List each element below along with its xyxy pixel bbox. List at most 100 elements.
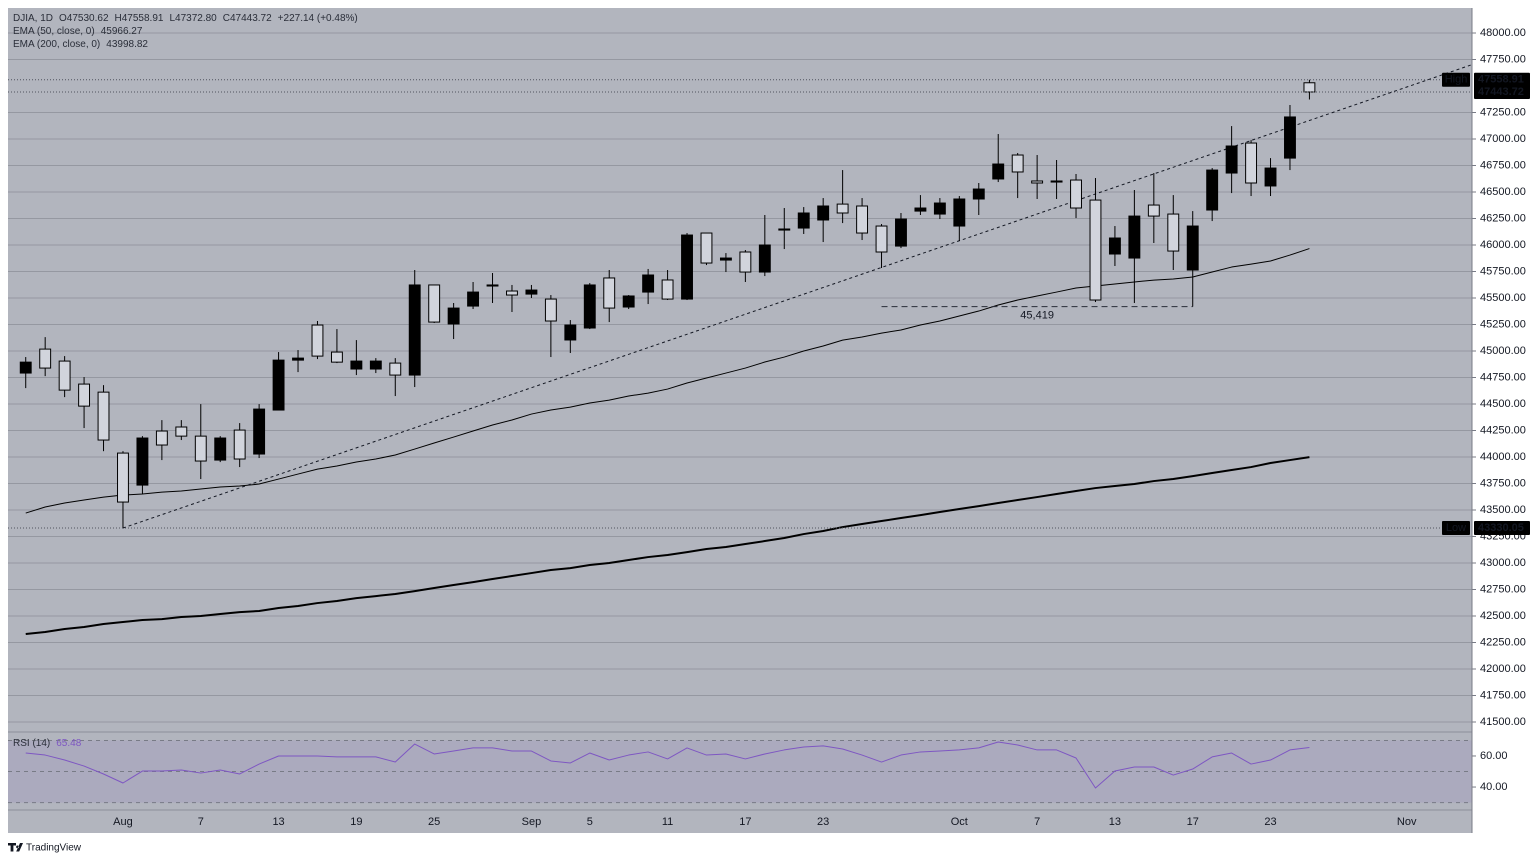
y-tick-label: 48000.00 xyxy=(1480,27,1526,39)
ohlc-value: H47558.91 xyxy=(114,13,164,24)
legend-line: DJIA, 1D O47530.62 H47558.91 L47372.80 C4744… xyxy=(13,12,364,25)
candle-body xyxy=(155,430,168,446)
price-marker-tag xyxy=(1442,521,1470,536)
y-tick-label: 43500.00 xyxy=(1480,504,1526,516)
support-label: 45,419 xyxy=(1020,309,1054,321)
candle-body xyxy=(1128,215,1141,259)
legend-line: EMA (200, close, 0) 43998.82 xyxy=(13,38,154,51)
price-marker-tag xyxy=(1442,72,1470,87)
candle-body xyxy=(175,426,188,437)
candle-body xyxy=(739,251,752,273)
ema-line xyxy=(25,456,1310,636)
x-tick-label: 13 xyxy=(272,816,284,828)
rsi-line xyxy=(25,741,1310,789)
y-tick-label: 42250.00 xyxy=(1480,636,1526,648)
y-tick-label: 42500.00 xyxy=(1480,610,1526,622)
candle-body xyxy=(350,360,363,370)
x-tick-label: 13 xyxy=(1109,816,1121,828)
ohlc-value: +227.14 (+0.48%) xyxy=(277,13,358,24)
y-tick-label: 43750.00 xyxy=(1480,477,1526,489)
x-tick-label: 23 xyxy=(817,816,829,828)
candle-body xyxy=(78,383,91,407)
candle-body xyxy=(253,408,266,455)
candle-body xyxy=(97,391,110,441)
candle-body xyxy=(1303,82,1316,93)
candle-body xyxy=(272,359,285,411)
candle-body xyxy=(933,202,946,215)
y-tick-label: 47000.00 xyxy=(1480,133,1526,145)
candle-body xyxy=(564,324,577,341)
x-tick-label: 17 xyxy=(1187,816,1199,828)
candle-body xyxy=(642,274,655,293)
x-tick-label: Sep xyxy=(522,816,542,828)
candle-body xyxy=(19,361,32,374)
candle-body xyxy=(622,295,635,308)
candle-body xyxy=(797,212,810,229)
candle-body xyxy=(1167,213,1180,252)
candle-body xyxy=(719,257,732,261)
y-tick-label: 46500.00 xyxy=(1480,186,1526,198)
legend-name: EMA (200, close, 0) xyxy=(13,39,101,50)
candle-body xyxy=(1050,180,1063,183)
y-tick-label: 44750.00 xyxy=(1480,371,1526,383)
candle-body xyxy=(700,232,713,264)
x-tick-label: 25 xyxy=(428,816,440,828)
candle-body xyxy=(428,284,441,323)
axis-layer: 48000.00 47750.00 47250.00 47000.00 46750.00… xyxy=(113,8,1530,833)
candle-body xyxy=(447,307,460,325)
candle-body xyxy=(1264,167,1277,187)
chart-pane xyxy=(8,8,1472,833)
candle-body xyxy=(1245,142,1258,184)
legend-name: RSI (14) xyxy=(13,738,51,749)
legend-name: EMA (50, close, 0) xyxy=(13,26,95,37)
y-tick-label: 46250.00 xyxy=(1480,212,1526,224)
x-tick-label: Oct xyxy=(951,816,968,828)
grid-layer xyxy=(8,32,1472,811)
candle-body xyxy=(214,437,227,461)
price-marker-label: 47558.91 xyxy=(1478,74,1524,86)
price-marker-box xyxy=(1474,84,1530,99)
y-tick-label: 45250.00 xyxy=(1480,318,1526,330)
symbol-label: DJIA, 1D xyxy=(13,13,54,24)
candle-body xyxy=(1206,169,1219,211)
candle-body xyxy=(583,284,596,329)
candle-body xyxy=(661,279,674,300)
candle-body xyxy=(972,188,985,200)
y-tick-label: 47750.00 xyxy=(1480,53,1526,65)
candle-body xyxy=(1070,179,1082,209)
y-tick-label: 45500.00 xyxy=(1480,292,1526,304)
x-tick-label: 5 xyxy=(587,816,593,828)
price-marker-label: 47443.72 xyxy=(1478,86,1524,98)
candle-body xyxy=(1011,154,1024,173)
candle-body xyxy=(914,207,927,212)
candle-body xyxy=(1284,116,1296,159)
candle-body xyxy=(1147,204,1160,217)
price-marker-box xyxy=(1474,72,1530,87)
y-tick-label: 44500.00 xyxy=(1480,398,1526,410)
candle-body xyxy=(681,234,693,300)
candle-body xyxy=(1186,225,1199,271)
y-tick-label: 45750.00 xyxy=(1480,265,1526,277)
candle-body xyxy=(58,360,71,391)
candle-body xyxy=(992,163,1005,180)
candle-body xyxy=(330,351,343,363)
candle-body xyxy=(758,244,771,273)
x-tick-label: Aug xyxy=(113,816,133,828)
candle-body xyxy=(875,225,888,253)
x-tick-label: 7 xyxy=(1034,816,1040,828)
ohlc-value: L47372.80 xyxy=(169,13,217,24)
data-layer: 45,419 xyxy=(8,64,1473,789)
candle-body xyxy=(817,205,830,221)
candle-body xyxy=(408,284,421,376)
y-tick-label: 44000.00 xyxy=(1480,451,1526,463)
price-marker-tag-text: High xyxy=(1445,74,1468,86)
x-tick-label: 7 xyxy=(198,816,204,828)
legend-line: RSI (14) 65.48 xyxy=(13,737,87,750)
candle-body xyxy=(136,437,149,486)
candle-body xyxy=(895,218,907,247)
x-tick-label: 23 xyxy=(1264,816,1276,828)
y-tick-label: 42750.00 xyxy=(1480,583,1526,595)
candle-body xyxy=(836,203,849,214)
